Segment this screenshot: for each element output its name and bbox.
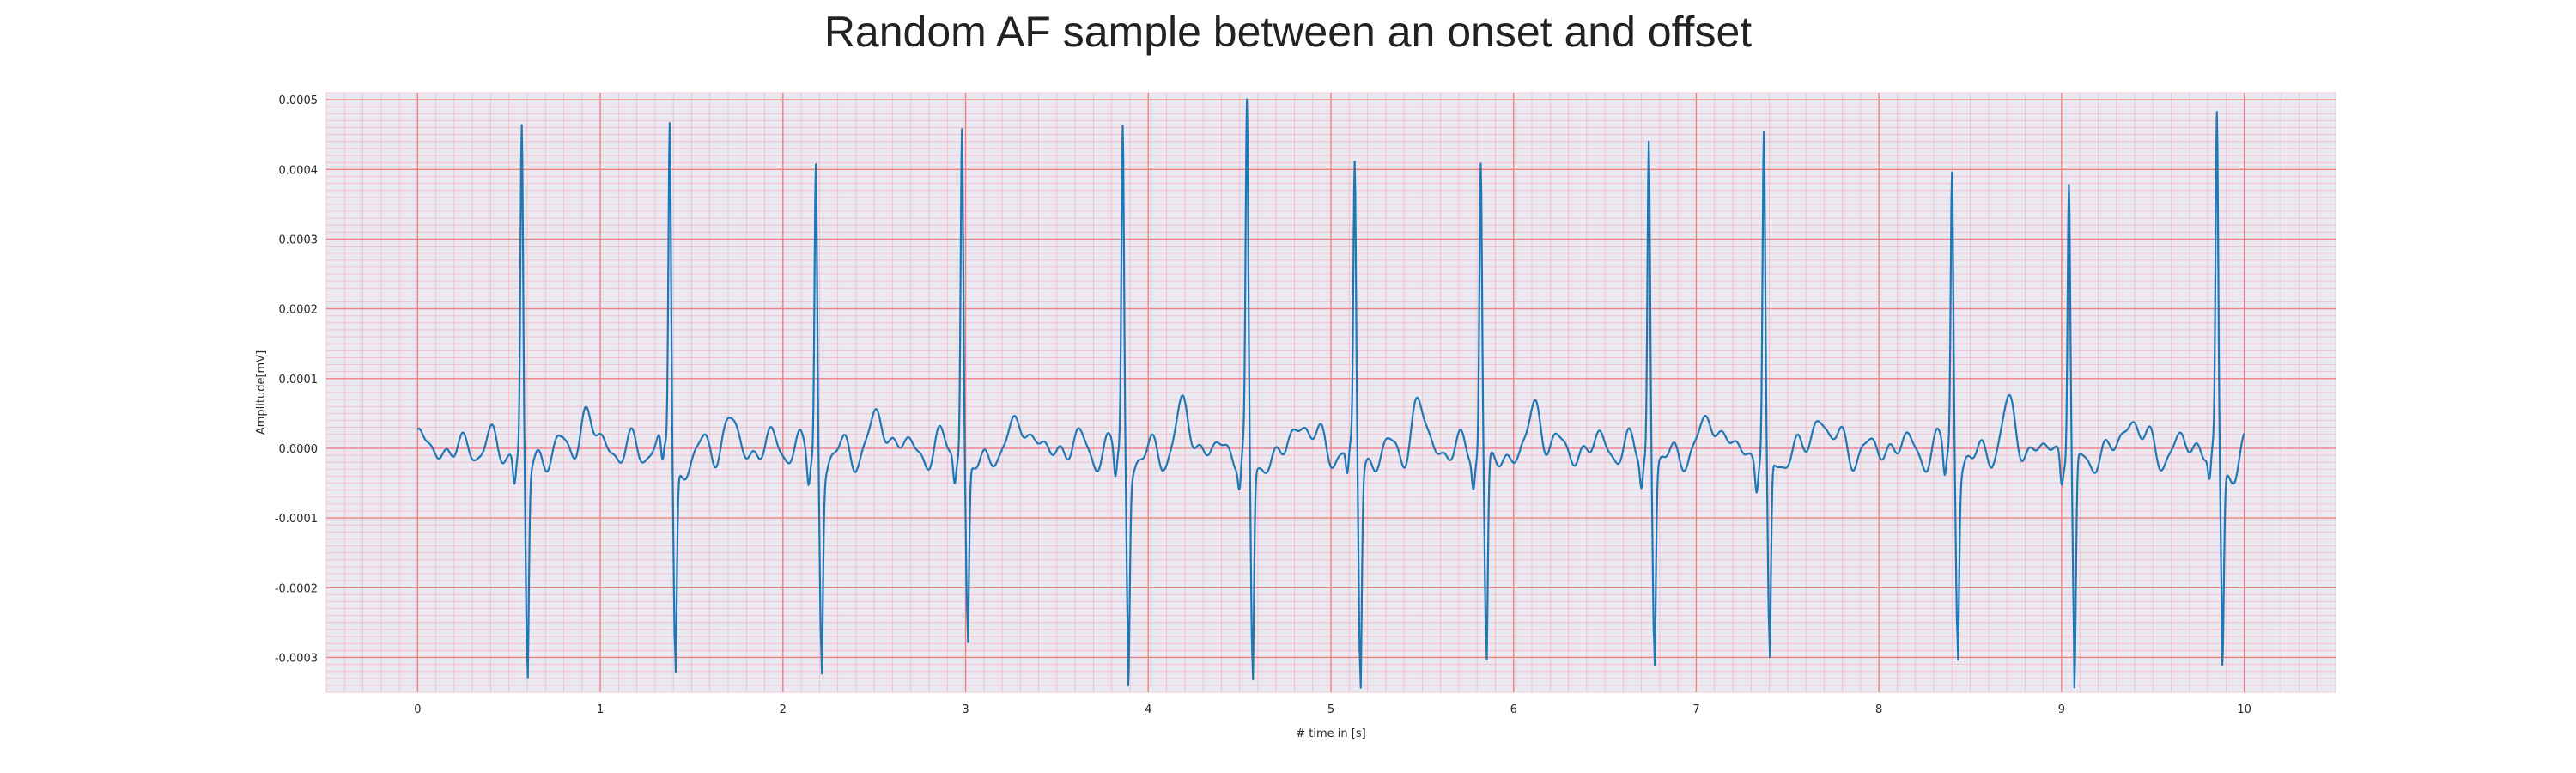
y-tick-label: 0.0001	[279, 374, 319, 386]
y-tick-label: 0.0005	[279, 94, 319, 107]
x-tick-label: 3	[962, 703, 969, 716]
y-tick-labels: -0.0003 -0.0002 -0.0001 0.0000 0.0001 0.0002 0…	[275, 94, 318, 665]
major-grid	[326, 93, 2336, 692]
y-axis-label: Amplitude[mV]	[255, 350, 268, 435]
y-tick-label: -0.0002	[275, 582, 318, 595]
chart-title: Random AF sample between an onset and of…	[823, 8, 1753, 56]
x-tick-labels: 0 1 2 3 4 5 6 7 8 9 10	[414, 703, 2251, 716]
y-tick-label: 0.0000	[279, 443, 319, 456]
y-tick-label: -0.0001	[275, 513, 318, 526]
x-tick-label: 7	[1692, 703, 1699, 716]
x-tick-label: 0	[414, 703, 421, 716]
y-tick-label: 0.0002	[279, 304, 319, 317]
x-tick-label: 9	[2058, 703, 2065, 716]
x-tick-label: 5	[1327, 703, 1334, 716]
y-tick-label: 0.0003	[279, 234, 319, 247]
x-tick-label: 10	[2237, 703, 2251, 716]
x-tick-label: 6	[1510, 703, 1517, 716]
x-tick-label: 8	[1875, 703, 1882, 716]
x-axis-label: # time in [s]	[1296, 727, 1365, 740]
y-tick-label: 0.0004	[279, 164, 319, 177]
x-tick-label: 2	[780, 703, 787, 716]
y-tick-label: -0.0003	[275, 652, 318, 665]
x-tick-label: 1	[597, 703, 604, 716]
ecg-series-line	[416, 98, 2245, 689]
x-tick-label: 4	[1145, 703, 1151, 716]
